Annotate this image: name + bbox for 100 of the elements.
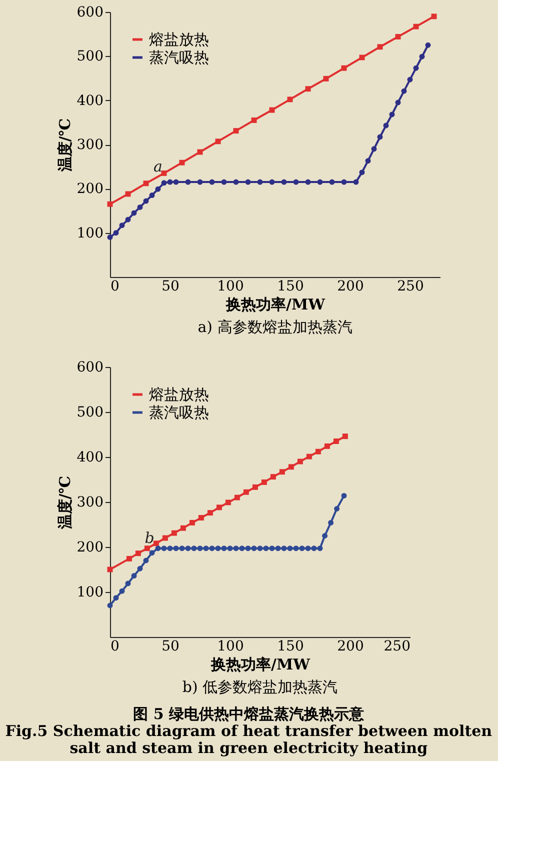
point <box>131 573 137 579</box>
point <box>341 179 347 185</box>
x-axis-title: 换热功率/MW <box>225 296 326 314</box>
point <box>306 454 312 460</box>
legend-label: 熔盐放热 <box>149 386 209 404</box>
y-tick-label: 500 <box>76 48 104 65</box>
point <box>293 546 299 552</box>
point <box>125 580 131 586</box>
x-tick-label: 50 <box>162 638 180 654</box>
point <box>334 506 340 512</box>
point <box>155 186 161 192</box>
point <box>293 179 299 185</box>
point <box>281 179 287 185</box>
point <box>225 500 231 506</box>
point <box>173 546 179 552</box>
point <box>288 464 294 470</box>
point <box>161 546 167 552</box>
point <box>251 117 257 123</box>
annotation: a <box>154 158 162 176</box>
point <box>107 201 113 207</box>
y-axis-title: 温度/℃ <box>56 476 74 530</box>
point <box>155 546 161 552</box>
point <box>257 546 263 552</box>
y-tick-label: 500 <box>76 404 104 420</box>
point <box>243 489 249 495</box>
point <box>263 546 269 552</box>
y-tick-label: 300 <box>76 137 104 153</box>
point <box>425 42 431 48</box>
point <box>162 535 168 541</box>
point <box>113 230 119 236</box>
point <box>207 510 213 516</box>
point <box>341 492 347 498</box>
x-tick-label: 0 <box>110 278 120 294</box>
point <box>269 107 275 113</box>
x-tick-label: 200 <box>337 278 364 294</box>
point <box>353 179 359 185</box>
point <box>359 170 365 176</box>
point <box>180 525 186 531</box>
x-tick-label: 250 <box>384 638 410 654</box>
point <box>281 546 287 552</box>
point <box>153 540 159 546</box>
point <box>233 179 239 185</box>
point <box>149 550 155 556</box>
point <box>317 546 323 552</box>
y-tick-label: 400 <box>76 92 104 109</box>
point <box>221 179 227 185</box>
point <box>245 546 251 552</box>
point <box>315 448 321 454</box>
point <box>113 595 119 601</box>
point <box>143 198 149 204</box>
point <box>171 530 177 536</box>
point <box>297 458 303 464</box>
point <box>270 474 276 480</box>
point <box>305 86 311 92</box>
point <box>279 469 285 475</box>
x-axis-title: 换热功率/MW <box>210 656 312 674</box>
point <box>234 494 240 500</box>
point <box>239 546 245 552</box>
caption: Fig.5 Schematic diagram of heat transfer between molten <box>5 722 492 740</box>
point <box>197 546 203 552</box>
y-tick-label: 400 <box>76 450 104 466</box>
point <box>269 546 275 552</box>
text: salt and steam in green electricity heating <box>70 739 428 757</box>
point <box>287 546 293 552</box>
point <box>413 65 419 71</box>
y-tick-label: 200 <box>76 540 104 556</box>
y-tick-label: 100 <box>76 225 104 242</box>
point <box>342 434 348 440</box>
point <box>167 179 173 185</box>
point <box>431 14 437 20</box>
point <box>322 533 328 538</box>
point <box>261 479 267 485</box>
legend-label: 蒸汽吸热 <box>149 404 209 422</box>
point <box>395 34 401 40</box>
text: a) 高参数熔盐加热蒸汽 <box>198 318 352 336</box>
point <box>135 550 141 556</box>
point <box>143 180 149 186</box>
x-tick-label: 150 <box>277 638 304 654</box>
point <box>161 170 167 176</box>
point <box>198 515 204 520</box>
x-tick-label: 100 <box>217 638 244 654</box>
y-tick-label: 600 <box>76 4 104 20</box>
point <box>333 438 339 444</box>
caption: 图 5 绿电供热中熔盐蒸汽换热示意 <box>133 705 366 723</box>
point <box>179 160 185 166</box>
point <box>401 88 407 94</box>
x-tick-label: 50 <box>162 278 180 294</box>
point <box>107 234 113 240</box>
point <box>161 180 167 186</box>
point <box>245 179 251 185</box>
point <box>233 546 239 552</box>
point <box>257 179 263 185</box>
point <box>137 204 143 210</box>
point <box>395 100 401 106</box>
point <box>143 558 149 564</box>
point <box>125 216 131 222</box>
point <box>305 179 311 185</box>
point <box>365 158 371 164</box>
point <box>251 546 257 552</box>
x-tick-label: 150 <box>277 278 304 294</box>
